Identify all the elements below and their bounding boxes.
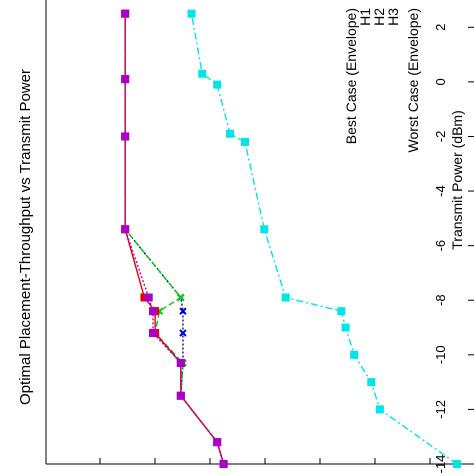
- chart-title: Optimal Placement-Throughput vs Transmit…: [17, 69, 34, 405]
- x-tick-label-6: -10: [433, 345, 448, 364]
- x-tick-label-8: -14: [433, 455, 448, 474]
- x-tick-label-5: -8: [433, 294, 448, 306]
- series-4: [121, 9, 228, 468]
- plot-frame: [45, 0, 474, 465]
- series-2-point-6: [177, 293, 185, 302]
- tick-layer: 2 0 -2 -4 -6 -8 -10 -12 -14: [433, 24, 474, 474]
- series-0-point-12: [187, 9, 196, 18]
- series-4-point-3: [176, 359, 185, 368]
- x-tick-label-3: -4: [433, 185, 448, 197]
- legend-entry-4: Worst Case (Envelope): [405, 8, 421, 152]
- legend-entry-0: Best Case (Envelope): [343, 8, 359, 144]
- series-0-point-3: [350, 350, 359, 359]
- x-tick-label-2: -2: [433, 131, 448, 143]
- series-1-point-4: [179, 329, 187, 337]
- series-1-point-5: [179, 307, 187, 315]
- legend-entry-3: H3: [385, 8, 401, 26]
- series-line-3: [124, 13, 225, 465]
- series-0: [187, 9, 461, 468]
- series-0-point-1: [375, 405, 384, 414]
- legend-entry-2: H2: [371, 8, 387, 26]
- series-0-point-4: [341, 323, 350, 332]
- series-4-point-9: [121, 75, 130, 84]
- series-4-point-4: [149, 328, 157, 337]
- series-layer: [121, 9, 461, 468]
- x-axis-title: Transmit Power (dBm): [449, 110, 465, 250]
- series-3: [121, 9, 228, 468]
- series-line-4: [124, 13, 225, 465]
- series-4-point-8: [121, 132, 130, 141]
- legend-entry-1: H1: [357, 8, 373, 26]
- series-4-point-5: [149, 307, 157, 316]
- series-0-point-10: [213, 80, 222, 89]
- x-tick-label-4: -6: [433, 240, 448, 252]
- series-0-point-7: [260, 225, 269, 234]
- series-4-point-7: [121, 225, 130, 234]
- series-0-point-2: [367, 378, 376, 387]
- series-0-point-6: [281, 293, 290, 302]
- series-line-1: [124, 13, 225, 465]
- x-tick-label-0: 2: [433, 24, 448, 31]
- series-2: [121, 9, 228, 468]
- series-1: [121, 9, 228, 468]
- series-4-point-10: [121, 9, 130, 18]
- series-4-point-2: [176, 391, 185, 400]
- series-0-point-5: [337, 307, 346, 316]
- series-4-point-6: [144, 293, 153, 302]
- series-0-point-9: [226, 129, 235, 138]
- series-4-point-1: [213, 438, 222, 447]
- series-0-point-8: [241, 137, 250, 146]
- series-0-point-11: [198, 69, 207, 78]
- x-tick-label-1: 0: [433, 78, 448, 85]
- series-4-point-0: [219, 460, 228, 468]
- x-tick-label-7: -12: [433, 400, 448, 419]
- series-line-2: [124, 13, 225, 465]
- series-0-point-0: [452, 460, 461, 468]
